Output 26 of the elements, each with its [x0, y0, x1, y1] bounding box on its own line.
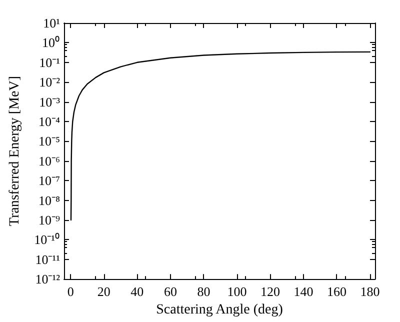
x-tick-label: 0 [67, 284, 74, 300]
y-tick-label: 10¹ [43, 16, 60, 30]
x-tick-label: 40 [130, 284, 144, 300]
y-tick-label: 10⁻¹² [35, 272, 60, 287]
x-axis-title: Scattering Angle (deg) [156, 302, 284, 318]
x-tick-label: 180 [360, 284, 380, 300]
y-tick-label: 10⁻¹ [39, 54, 60, 70]
y-tick-label: 10⁻² [39, 74, 60, 90]
x-tick-label: 80 [197, 284, 210, 300]
y-tick-label: 10⁻⁴ [38, 114, 60, 129]
y-tick-label: 10⁻⁷ [38, 173, 60, 188]
y-tick-label: 10⁻³ [39, 94, 60, 110]
x-tick-label: 160 [327, 284, 346, 300]
y-tick-label: 10⁻⁹ [38, 212, 60, 228]
x-tick-label: 140 [294, 284, 314, 300]
y-tick-label: 10⁻⁵ [38, 134, 60, 149]
y-tick-label: 10⁰ [42, 35, 60, 50]
x-tick-label: 20 [97, 284, 110, 300]
y-tick-label: 10⁻¹⁰ [34, 232, 60, 248]
y-axis-title: Transferred Energy [MeV] [8, 76, 22, 226]
y-tick-label: 10⁻¹¹ [35, 252, 60, 267]
y-tick-label: 10⁻⁶ [38, 153, 60, 168]
y-tick-label: 10⁻⁸ [38, 192, 60, 208]
x-tick-label: 120 [260, 284, 280, 300]
x-tick-label: 60 [164, 284, 177, 300]
x-tick-label: 100 [227, 284, 247, 300]
